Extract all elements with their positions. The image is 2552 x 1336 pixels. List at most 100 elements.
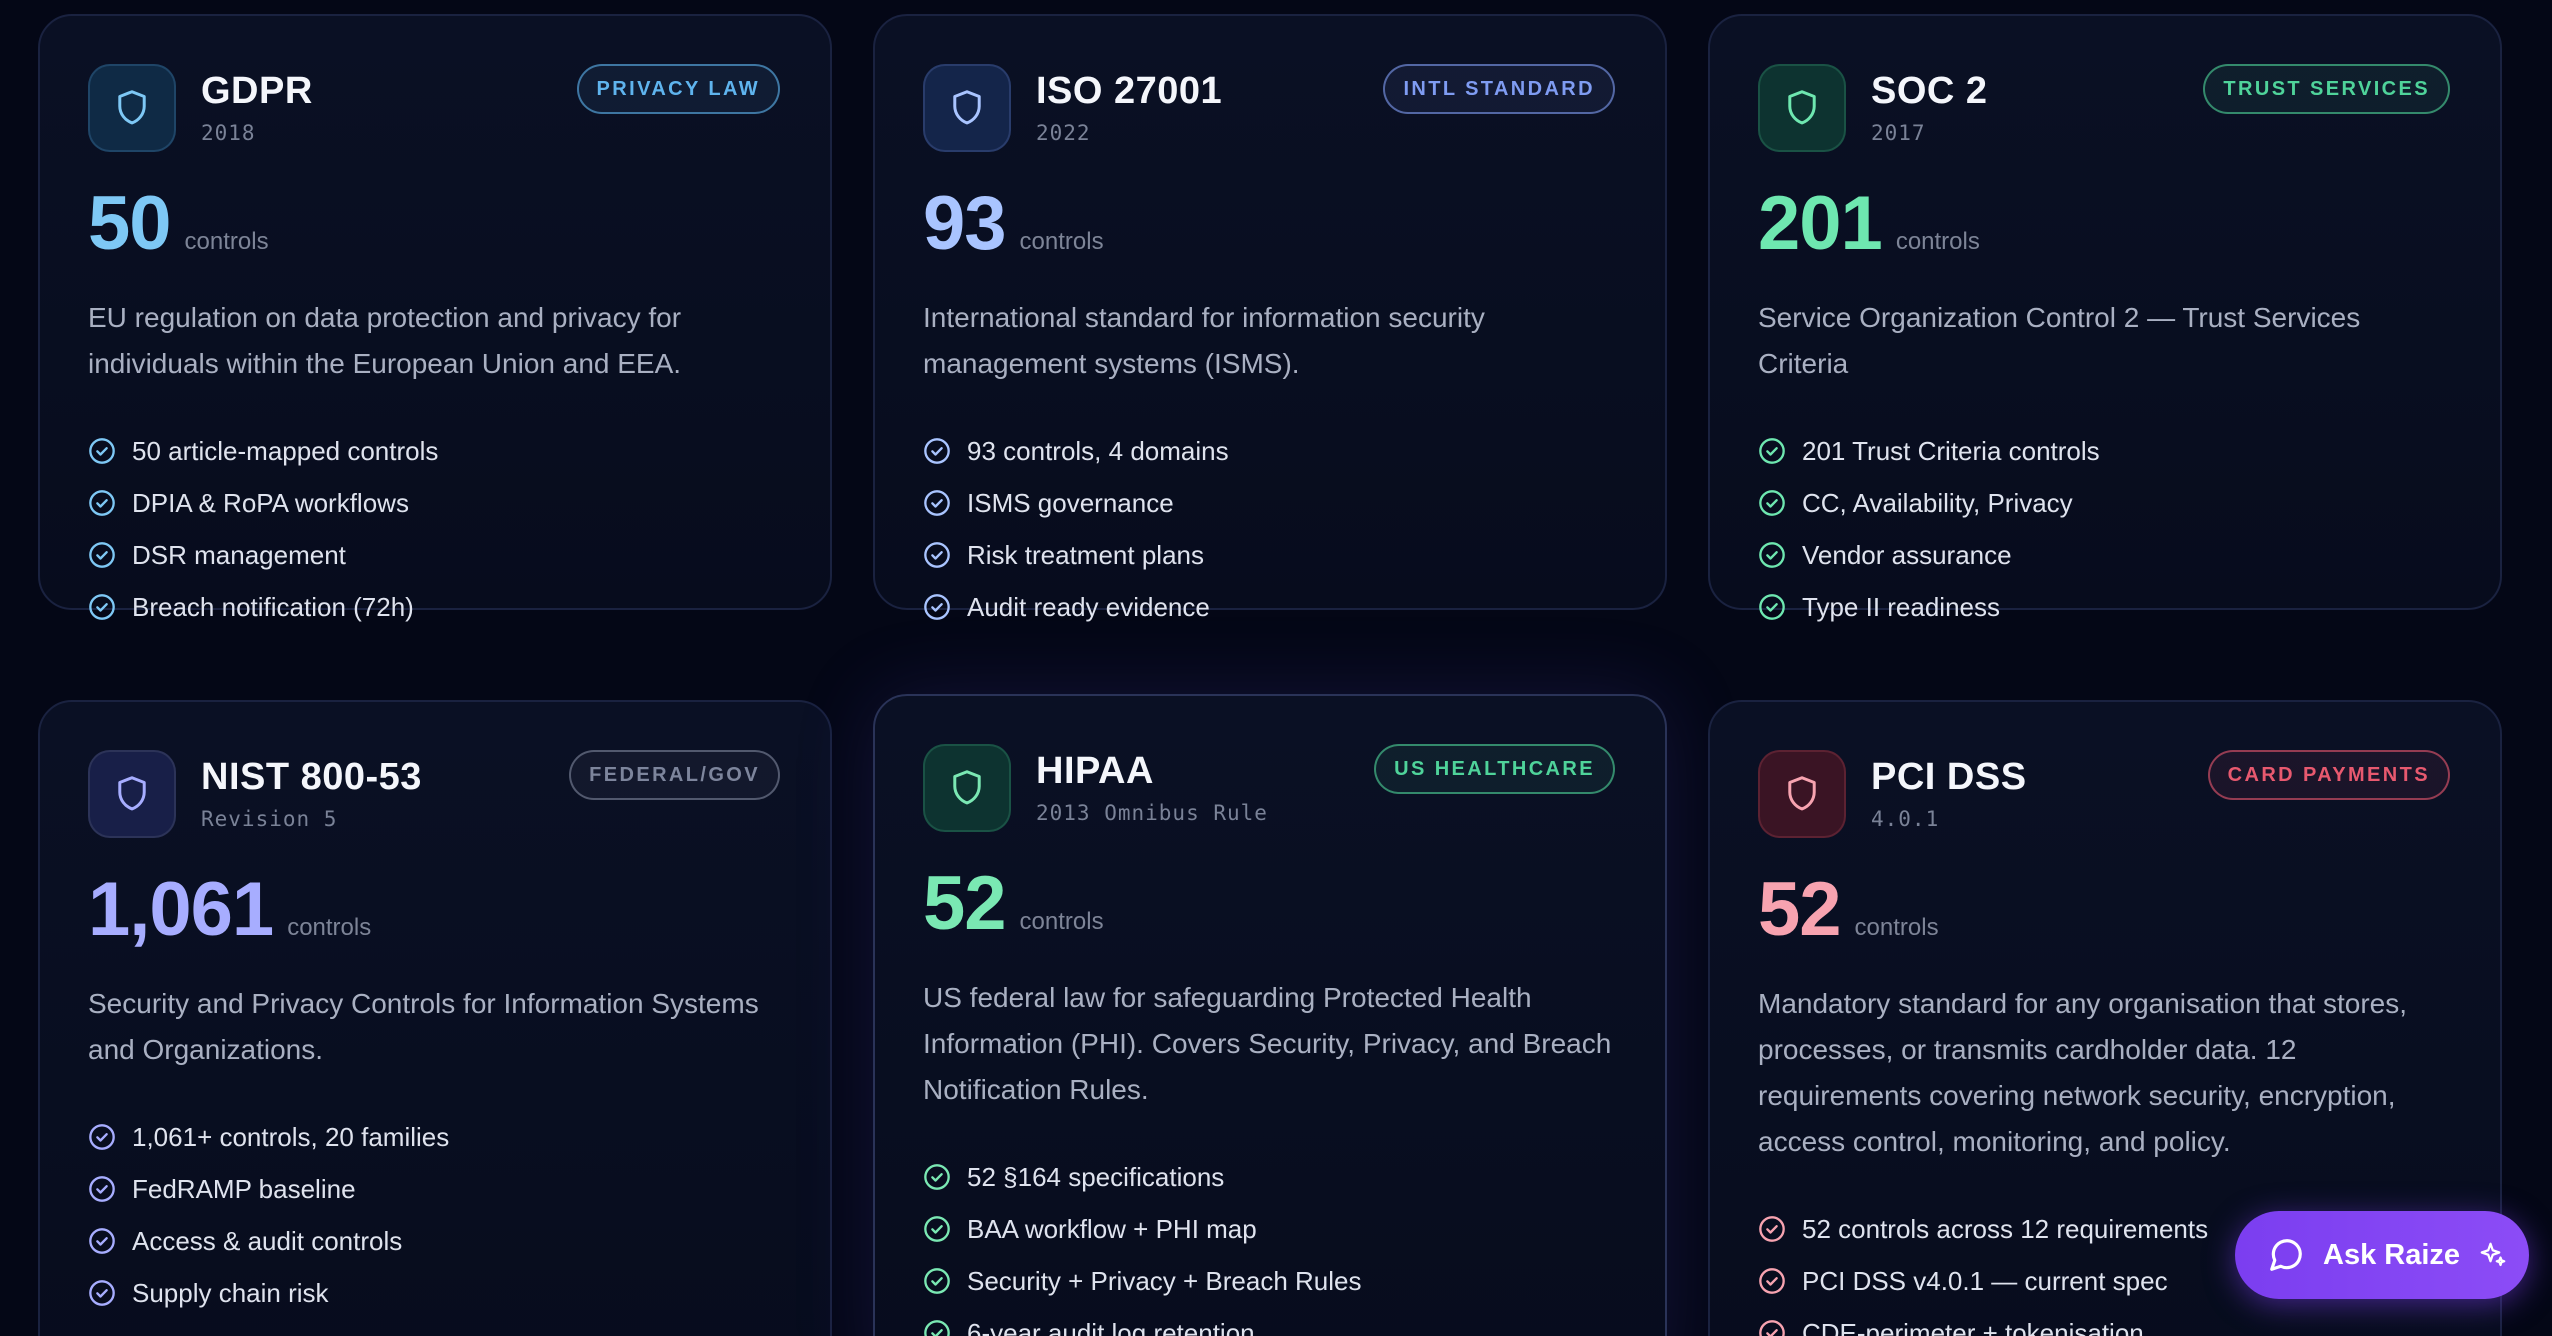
ask-raize-button[interactable]: Ask Raize [2235, 1211, 2529, 1299]
control-count: 52 controls [1758, 866, 2450, 953]
control-count-unit: controls [184, 228, 269, 255]
card-header: SOC 2 2017 TRUST SERVICES [1758, 64, 2450, 154]
feature-item: FedRAMP baseline [88, 1163, 780, 1215]
card-header: GDPR 2018 PRIVACY LAW [88, 64, 780, 154]
framework-title: PCI DSS [1871, 756, 2027, 798]
framework-version: Revision 5 [201, 807, 338, 831]
framework-description: Security and Privacy Controls for Inform… [88, 988, 759, 1065]
category-badge: FEDERAL/GOV [569, 750, 780, 800]
check-circle-icon [1759, 1320, 1785, 1336]
check-circle-icon [1759, 490, 1785, 516]
feature-item: DPIA & RoPA workflows [88, 477, 780, 529]
feature-item: 52 §164 specifications [923, 1151, 1615, 1203]
category-badge: INTL STANDARD [1383, 64, 1615, 114]
feature-label: BAA workflow + PHI map [967, 1213, 1257, 1244]
feature-item: 50 article-mapped controls [88, 425, 780, 477]
category-badge: PRIVACY LAW [576, 64, 780, 114]
feature-item: 93 controls, 4 domains [923, 425, 1615, 477]
feature-label: DPIA & RoPA workflows [132, 487, 409, 518]
framework-card-gdpr[interactable]: GDPR 2018 PRIVACY LAW 50 controls EU regulati… [38, 14, 832, 622]
feature-item: Supply chain risk [88, 1267, 780, 1319]
feature-label: 52 §164 specifications [967, 1161, 1225, 1192]
feature-item: DSR management [88, 529, 780, 581]
framework-description: International standard for information s… [923, 302, 1485, 379]
control-count: 50 controls [88, 180, 780, 267]
feature-label: 6-year audit log retention [967, 1317, 1255, 1336]
feature-item: BAA workflow + PHI map [923, 1203, 1615, 1255]
feature-item: 6-year audit log retention [923, 1307, 1615, 1336]
chat-bubble-icon [2270, 1239, 2302, 1271]
check-circle-icon [1759, 1216, 1785, 1242]
control-count: 201 controls [1758, 180, 2450, 267]
framework-description: US federal law for safeguarding Protecte… [923, 982, 1612, 1105]
feature-label: 50 article-mapped controls [132, 435, 439, 466]
check-circle-icon [924, 1216, 950, 1242]
feature-list: 52 controls across 12 requirements PCI DS… [1758, 1203, 2450, 1336]
feature-list: 1,061+ controls, 20 families FedRAMP base… [88, 1111, 780, 1319]
feature-item: 1,061+ controls, 20 families [88, 1111, 780, 1163]
framework-card-nist-800-53[interactable]: NIST 800-53 Revision 5 FEDERAL/GOV 1,061 con… [38, 700, 832, 1336]
control-count-unit: controls [1019, 228, 1104, 255]
feature-label: DSR management [132, 539, 346, 570]
card-header: NIST 800-53 Revision 5 FEDERAL/GOV [88, 750, 780, 840]
feature-item: PCI DSS v4.0.1 — current spec [1758, 1255, 2450, 1307]
check-circle-icon [924, 1164, 950, 1190]
framework-title: HIPAA [1036, 750, 1154, 792]
control-count: 52 controls [923, 860, 1615, 947]
feature-label: Type II readiness [1802, 591, 2000, 622]
card-header: ISO 27001 2022 INTL STANDARD [923, 64, 1615, 154]
category-badge: TRUST SERVICES [2203, 64, 2450, 114]
check-circle-icon [89, 438, 115, 464]
feature-item: Security + Privacy + Breach Rules [923, 1255, 1615, 1307]
feature-list: 52 §164 specifications BAA workflow + PHI… [923, 1151, 1615, 1336]
framework-version: 2013 Omnibus Rule [1036, 801, 1268, 825]
check-circle-icon [89, 1176, 115, 1202]
feature-label: Access & audit controls [132, 1225, 403, 1256]
framework-title: ISO 27001 [1036, 70, 1223, 112]
feature-label: Audit ready evidence [967, 591, 1210, 622]
control-count-unit: controls [1854, 914, 1939, 941]
card-header: PCI DSS 4.0.1 CARD PAYMENTS [1758, 750, 2450, 840]
feature-item: Type II readiness [1758, 581, 2450, 633]
category-badge: CARD PAYMENTS [2207, 750, 2450, 800]
feature-label: Security + Privacy + Breach Rules [967, 1265, 1362, 1296]
feature-item: CC, Availability, Privacy [1758, 477, 2450, 529]
control-count-value: 50 [88, 181, 172, 266]
feature-label: 93 controls, 4 domains [967, 435, 1229, 466]
check-circle-icon [924, 490, 950, 516]
feature-item: ISMS governance [923, 477, 1615, 529]
shield-icon [88, 64, 176, 152]
framework-description: Service Organization Control 2 — Trust S… [1758, 302, 2361, 379]
feature-item: CDE-perimeter + tokenisation [1758, 1307, 2450, 1336]
framework-description: Mandatory standard for any organisation … [1758, 988, 2408, 1157]
check-circle-icon [924, 1268, 950, 1294]
check-circle-icon [1759, 594, 1785, 620]
framework-version: 2022 [1036, 121, 1091, 145]
feature-label: 1,061+ controls, 20 families [132, 1121, 450, 1152]
feature-label: 52 controls across 12 requirements [1802, 1213, 2209, 1244]
check-circle-icon [924, 542, 950, 568]
shield-icon [923, 744, 1011, 832]
feature-item: Breach notification (72h) [88, 581, 780, 633]
feature-label: PCI DSS v4.0.1 — current spec [1802, 1265, 2168, 1296]
check-circle-icon [1759, 542, 1785, 568]
framework-card-iso-27001[interactable]: ISO 27001 2022 INTL STANDARD 93 controls Inte… [873, 14, 1667, 622]
control-count-value: 52 [1758, 867, 1842, 952]
feature-label: Breach notification (72h) [132, 591, 414, 622]
framework-card-soc-2[interactable]: SOC 2 2017 TRUST SERVICES 201 controls Servic… [1708, 14, 2502, 622]
ask-raize-label: Ask Raize [2323, 1238, 2461, 1271]
feature-label: Risk treatment plans [967, 539, 1204, 570]
feature-list: 93 controls, 4 domains ISMS governance Ris… [923, 425, 1615, 633]
check-circle-icon [1759, 1268, 1785, 1294]
sparkle-icon [2480, 1242, 2506, 1267]
feature-label: 201 Trust Criteria controls [1802, 435, 2100, 466]
framework-version: 4.0.1 [1871, 807, 1940, 831]
check-circle-icon [89, 542, 115, 568]
framework-title: GDPR [201, 70, 313, 112]
feature-label: ISMS governance [967, 487, 1174, 518]
framework-card-hipaa[interactable]: HIPAA 2013 Omnibus Rule US HEALTHCARE 52 con… [873, 694, 1667, 1336]
framework-version: 2017 [1871, 121, 1926, 145]
shield-icon [88, 750, 176, 838]
feature-item: Vendor assurance [1758, 529, 2450, 581]
card-header: HIPAA 2013 Omnibus Rule US HEALTHCARE [923, 744, 1615, 834]
